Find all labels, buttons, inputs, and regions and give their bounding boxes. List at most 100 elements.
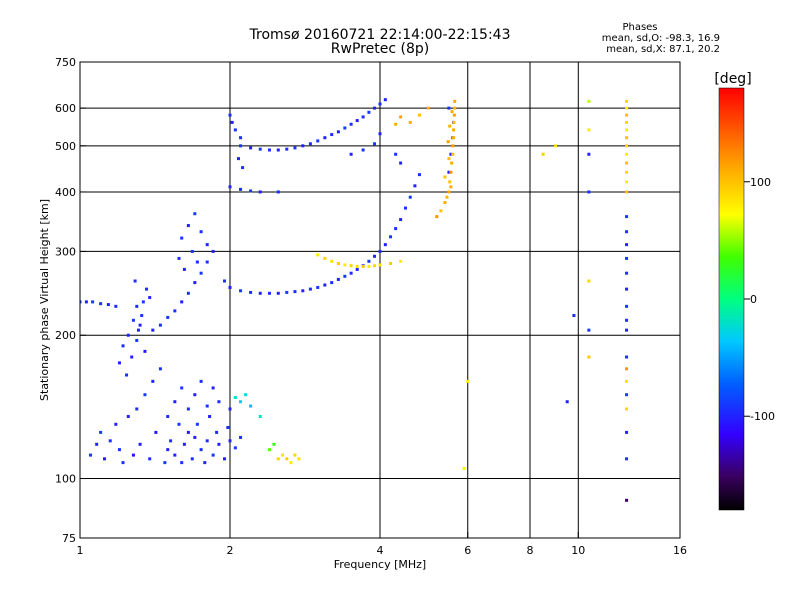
- echo-point: [272, 442, 276, 446]
- echo-point: [289, 461, 293, 465]
- echo-point: [285, 147, 289, 151]
- echo-point: [587, 99, 591, 103]
- echo-point: [177, 422, 181, 426]
- echo-point: [233, 395, 237, 399]
- echo-point: [276, 291, 280, 295]
- echo-point: [141, 300, 145, 304]
- echo-point: [84, 300, 88, 304]
- echo-point: [394, 152, 398, 156]
- y-tick-label: 750: [55, 56, 76, 69]
- colorbar-tick-label: -100: [750, 410, 775, 423]
- echo-point: [349, 264, 353, 268]
- echo-point: [281, 453, 285, 457]
- echo-point: [625, 215, 629, 219]
- echo-point: [193, 212, 197, 216]
- echo-point: [230, 120, 234, 124]
- echo-point: [343, 263, 347, 267]
- echo-point: [95, 442, 99, 446]
- x-tick-label: 10: [571, 544, 585, 557]
- echo-point: [336, 261, 340, 265]
- echo-point: [355, 119, 359, 123]
- echo-point: [378, 263, 382, 267]
- echo-point: [205, 260, 209, 264]
- echo-point: [267, 291, 271, 295]
- y-tick-label: 300: [55, 245, 76, 258]
- echo-point: [355, 267, 359, 271]
- x-tick-label: 16: [673, 544, 687, 557]
- echo-point: [330, 281, 334, 285]
- echo-point: [403, 206, 407, 210]
- echo-point: [180, 236, 184, 240]
- echo-point: [343, 126, 347, 130]
- echo-point: [258, 414, 262, 418]
- phase-stats-o: mean, sd,O: -98.3, 16.9: [601, 33, 720, 44]
- echo-point: [117, 448, 121, 452]
- echo-point: [361, 148, 365, 152]
- echo-point: [361, 264, 365, 268]
- echo-point: [108, 439, 112, 443]
- echo-point: [125, 373, 129, 377]
- echo-point: [143, 349, 147, 353]
- echo-point: [151, 328, 155, 332]
- echo-point: [625, 328, 629, 332]
- echo-point: [138, 442, 142, 446]
- echo-point: [435, 215, 439, 219]
- echo-point: [625, 161, 629, 165]
- echo-point: [625, 457, 629, 461]
- echo-point: [323, 256, 327, 260]
- echo-point: [80, 300, 82, 304]
- echo-point: [449, 170, 453, 174]
- echo-points: [80, 98, 629, 502]
- colorbar-tick-label: 100: [750, 176, 771, 189]
- echo-point: [451, 152, 455, 156]
- echo-point: [121, 344, 125, 348]
- echo-point: [276, 457, 280, 461]
- echo-point: [383, 98, 387, 102]
- echo-point: [166, 315, 170, 319]
- echo-point: [203, 461, 207, 465]
- echo-point: [182, 267, 186, 271]
- echo-point: [121, 461, 125, 465]
- echo-point: [131, 318, 135, 322]
- echo-point: [449, 185, 453, 189]
- echo-point: [117, 361, 121, 365]
- echo-point: [625, 128, 629, 132]
- y-tick-label: 500: [55, 140, 76, 153]
- echo-point: [186, 430, 190, 434]
- echo-point: [267, 148, 271, 152]
- echo-point: [367, 259, 371, 263]
- x-tick-label: 1: [77, 544, 84, 557]
- echo-point: [445, 195, 449, 199]
- chart-title: Tromsø 20160721 22:14:00-22:15:43: [249, 27, 511, 43]
- echo-point: [136, 328, 140, 332]
- echo-point: [193, 435, 197, 439]
- echo-point: [625, 190, 629, 194]
- echo-point: [308, 287, 312, 291]
- x-tick-label: 6: [464, 544, 471, 557]
- echo-point: [195, 260, 199, 264]
- echo-point: [199, 271, 203, 275]
- echo-point: [223, 279, 227, 283]
- echo-point: [408, 195, 412, 199]
- echo-point: [447, 190, 451, 194]
- echo-point: [163, 461, 167, 465]
- echo-point: [228, 113, 232, 117]
- echo-point: [258, 291, 262, 295]
- echo-point: [625, 355, 629, 359]
- echo-point: [180, 461, 184, 465]
- echo-point: [239, 289, 243, 293]
- echo-point: [126, 333, 130, 337]
- echo-point: [587, 152, 591, 156]
- echo-point: [199, 230, 203, 234]
- echo-point: [223, 457, 227, 461]
- echo-point: [186, 407, 190, 411]
- echo-point: [399, 161, 403, 165]
- echo-point: [378, 132, 382, 136]
- echo-point: [389, 235, 393, 239]
- echo-point: [135, 304, 139, 308]
- echo-point: [625, 152, 629, 156]
- echo-point: [205, 404, 209, 408]
- echo-point: [151, 379, 155, 383]
- echo-point: [541, 152, 545, 156]
- echo-point: [130, 355, 134, 359]
